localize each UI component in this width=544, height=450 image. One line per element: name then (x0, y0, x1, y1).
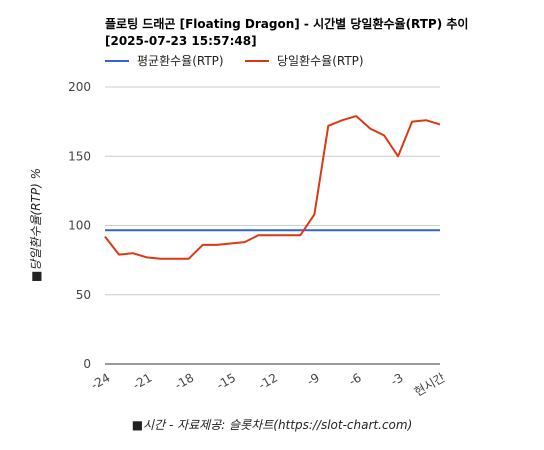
x-tick-label: -6 (346, 370, 363, 388)
series-line-daily-rtp (104, 115, 441, 260)
x-tick-label: -24 (89, 370, 113, 392)
y-tick-label: 200 (68, 80, 91, 94)
y-tick-label: 150 (68, 149, 91, 163)
y-tick-label: 50 (76, 288, 91, 302)
x-axis-ticks: -24 -21 -18 -15 -12 -9 -6 -3 현시간 (89, 370, 448, 399)
x-tick-label: -15 (214, 370, 238, 392)
x-tick-label: -12 (256, 370, 280, 392)
x-tick-label: 현시간 (412, 370, 448, 399)
y-tick-label: 0 (83, 357, 91, 371)
y-axis-title: ■당일환수율(RTP) % (29, 168, 43, 282)
series-lines (104, 115, 441, 260)
x-tick-label: -3 (388, 370, 405, 388)
y-axis-ticks: 0 50 100 150 200 (68, 80, 91, 371)
legend: 평균환수율(RTP) 당일환수율(RTP) (105, 54, 364, 68)
legend-label: 평균환수율(RTP) (137, 54, 224, 68)
x-axis-title: ■시간 - 자료제공: 슬롯차트(https://slot-chart.com) (132, 418, 413, 432)
x-tick-label: -18 (172, 370, 196, 392)
x-tick-label: -21 (130, 370, 154, 392)
grid-lines (105, 86, 440, 365)
legend-label: 당일환수율(RTP) (277, 54, 364, 68)
x-tick-label: -9 (305, 370, 322, 388)
chart-title-line1: 플로팅 드래곤 [Floating Dragon] - 시간별 당일환수율(RT… (105, 16, 468, 31)
y-tick-label: 100 (68, 219, 91, 233)
chart-title-line2: [2025-07-23 15:57:48] (105, 34, 257, 48)
